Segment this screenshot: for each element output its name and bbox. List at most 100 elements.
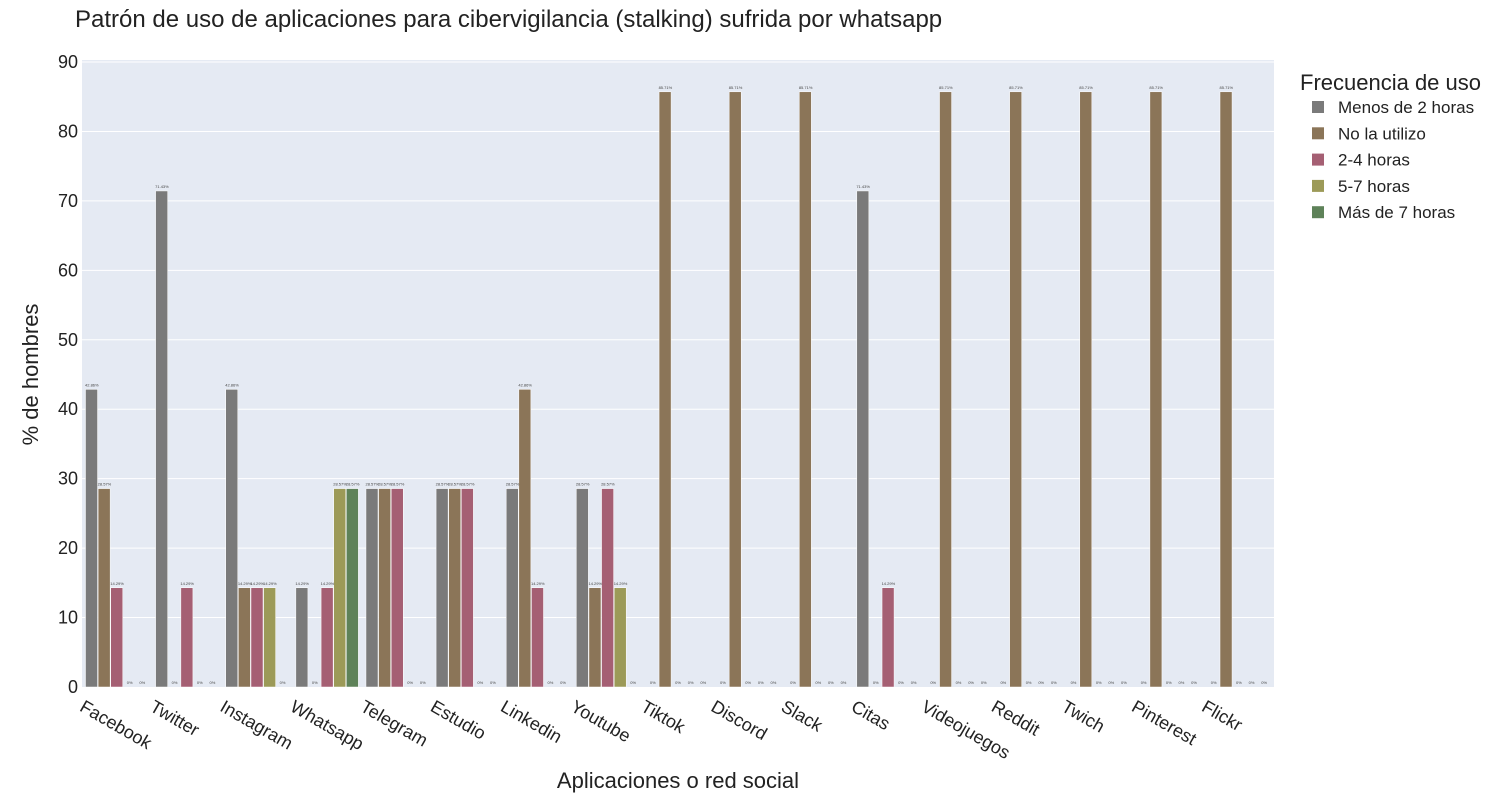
bar <box>856 190 870 688</box>
bar <box>576 488 589 688</box>
x-tick-label: Discord <box>708 696 771 744</box>
data-label: 85.71% <box>659 85 673 90</box>
bar <box>378 488 391 688</box>
data-label: 0% <box>280 680 286 685</box>
data-label: 0% <box>1121 680 1127 685</box>
data-label: 28.57% <box>378 482 392 487</box>
bar <box>263 587 276 688</box>
bar <box>333 488 346 688</box>
x-tick-label: Twich <box>1058 696 1108 736</box>
legend-title: Frecuencia de uso <box>1300 70 1481 95</box>
data-label: 0% <box>312 680 318 685</box>
x-tick-label: Whatsapp <box>287 696 367 754</box>
y-tick-label: 80 <box>58 121 78 141</box>
data-label: 85.71% <box>1079 85 1093 90</box>
legend-swatch <box>1312 179 1324 192</box>
data-label: 28.57% <box>98 482 112 487</box>
data-label: 71.43% <box>856 184 870 189</box>
data-label: 0% <box>815 680 821 685</box>
data-label: 0% <box>139 680 145 685</box>
data-label: 0% <box>700 680 706 685</box>
y-tick-label: 60 <box>58 260 78 280</box>
x-tick-label: Facebook <box>77 696 156 753</box>
data-label: 85.71% <box>939 85 953 90</box>
data-label: 0% <box>477 680 483 685</box>
data-label: 0% <box>1166 680 1172 685</box>
data-label: 0% <box>828 680 834 685</box>
data-label: 0% <box>981 680 987 685</box>
x-tick-label: Citas <box>848 696 894 734</box>
data-label: 42.86% <box>85 382 99 387</box>
data-label: 14.29% <box>531 581 545 586</box>
y-tick-label: 90 <box>58 52 78 72</box>
bar <box>601 488 614 688</box>
data-label: 0% <box>720 680 726 685</box>
x-tick-label: Instagram <box>217 696 296 753</box>
bar <box>448 488 461 688</box>
bar <box>658 91 672 688</box>
x-tick-label: Slack <box>778 696 827 736</box>
chart-title: Patrón de uso de aplicaciones para ciber… <box>75 6 943 33</box>
data-label: 0% <box>1141 680 1147 685</box>
data-label: 0% <box>630 680 636 685</box>
legend-label: Menos de 2 horas <box>1338 98 1474 117</box>
x-axis-title: Aplicaciones o red social <box>557 768 799 793</box>
bar <box>461 488 474 688</box>
data-label: 28.57% <box>436 482 450 487</box>
bar <box>155 190 168 688</box>
data-label: 0% <box>956 680 962 685</box>
data-label: 0% <box>210 680 216 685</box>
data-labels: 42.86%71.43%42.86%14.29%28.57% 28.57% 28.5… <box>85 85 1267 685</box>
bar <box>881 587 895 688</box>
data-label: 28.57% <box>333 482 347 487</box>
data-label: 0% <box>1191 680 1197 685</box>
data-label: 28.57% <box>448 482 462 487</box>
data-label: 0% <box>127 680 133 685</box>
bar <box>225 389 239 688</box>
data-label: 0% <box>790 680 796 685</box>
data-label: 28.57% <box>601 482 615 487</box>
data-label: 0% <box>420 680 426 685</box>
gridlines <box>82 61 1274 619</box>
legend-swatch <box>1312 101 1324 113</box>
data-label: 14.29% <box>238 581 252 586</box>
data-label: 0% <box>650 680 656 685</box>
data-label: 0% <box>1236 680 1242 685</box>
data-label: 0% <box>1038 680 1044 685</box>
data-label: 0% <box>1261 680 1267 685</box>
data-label: 0% <box>172 680 178 685</box>
bar <box>238 587 251 688</box>
data-label: 0% <box>745 680 751 685</box>
data-label: 14.29% <box>295 581 309 586</box>
data-label: 14.29% <box>614 581 628 586</box>
bar <box>346 488 359 688</box>
data-label: 71.43% <box>155 184 169 189</box>
bar <box>435 488 449 688</box>
bar <box>728 91 742 688</box>
y-tick-label: 20 <box>58 538 78 558</box>
legend-swatch <box>1312 153 1324 166</box>
data-label: 0% <box>675 680 681 685</box>
x-tick-label: Twitter <box>147 696 203 740</box>
y-tick-label: 70 <box>58 191 78 211</box>
data-label: 85.71% <box>1220 85 1234 90</box>
bar <box>505 488 519 688</box>
data-label: 0% <box>547 680 553 685</box>
y-tick-label: 40 <box>58 399 78 419</box>
data-label: 0% <box>898 680 904 685</box>
data-label: 0% <box>1179 680 1185 685</box>
x-tick-label: Tiktok <box>638 696 690 737</box>
data-label: 0% <box>1249 680 1255 685</box>
data-label: 28.57% <box>576 482 590 487</box>
data-label: 0% <box>770 680 776 685</box>
data-label: 28.57% <box>506 482 520 487</box>
y-tick-label: 50 <box>58 330 78 350</box>
data-label: 0% <box>758 680 764 685</box>
bar <box>1009 91 1022 688</box>
x-tick-label: Linkedin <box>497 696 565 747</box>
x-tick-label: Estudio <box>427 696 489 743</box>
data-label: 0% <box>490 680 496 685</box>
data-label: 42.86% <box>225 382 239 387</box>
x-tick-label: Flickr <box>1199 696 1246 735</box>
